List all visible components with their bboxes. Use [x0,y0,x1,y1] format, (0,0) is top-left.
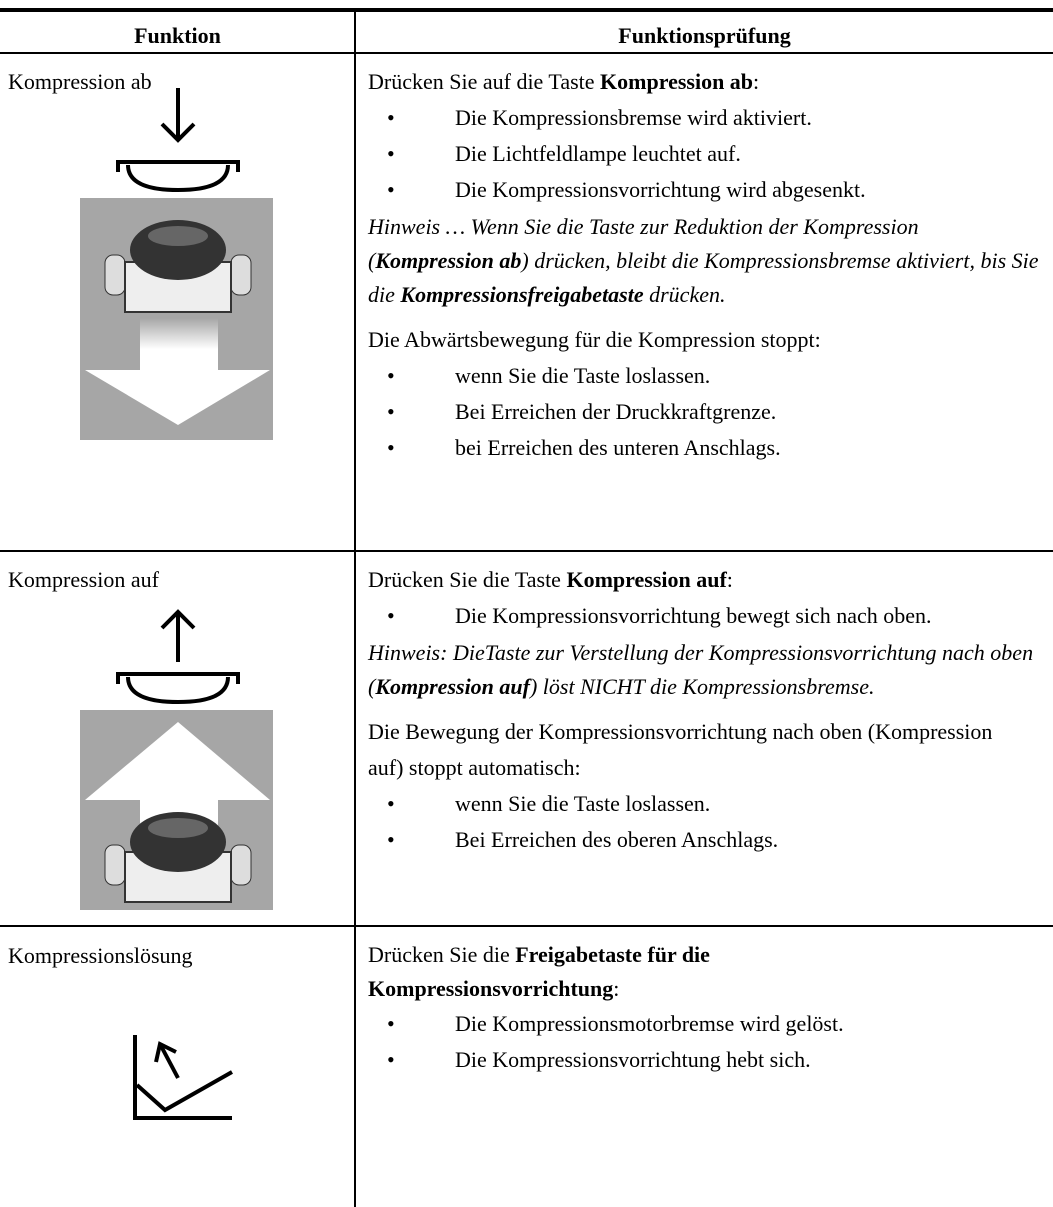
bullet: wenn Sie die Taste loslassen. [387,786,1048,822]
release-icon [133,1035,233,1120]
icons [80,88,273,1120]
header-cell: Funktion [134,23,221,48]
text: ) drücken, bleibt die Kompressionsbremse… [368,248,1039,307]
up-icon [116,609,240,705]
text: Kompression ab [375,248,522,273]
note: Hinweis: DieTaste zur Verstellung der Ko… [368,636,1038,704]
bullet: Die Kompressionsbremse wird aktiviert. [387,100,1048,136]
bullet: Bei Erreichen des oberen Anschlags. [387,822,1048,858]
bullet-list: wenn Sie die Taste loslassen. Bei Erreic… [368,358,1048,466]
text: Hinweis: DieTaste zur Verstellung der Ko… [368,640,1034,699]
text: drücken. [643,282,726,307]
text: Kompressionsfreigabetaste [400,282,644,307]
bullet: Die Kompressionsvorrichtung bewegt sich … [387,598,1015,634]
bullet: Die Kompressionsvorrichtung hebt sich. [387,1042,1048,1078]
bullet: Bei Erreichen der Druckkraftgrenze. [387,394,1048,430]
intro: Drücken Sie auf die Taste Kompression ab… [368,64,1048,100]
bullet: wenn Sie die Taste loslassen. [387,358,1048,394]
bullet: Die Kompressionsmotorbremse wird gelöst. [387,1006,1048,1042]
text: Kompression ab [600,69,754,94]
intro: Drücken Sie die Taste Kompression auf: [368,562,1048,598]
bullet-list: wenn Sie die Taste loslassen. Bei Erreic… [368,786,1048,858]
bullet: Die Kompressionsvorrichtung wird abgesen… [387,172,1048,208]
intro: Drücken Sie die Freigabetaste für die Ko… [368,938,888,1006]
text: Kompression auf [375,674,530,699]
device [85,220,270,425]
text: Drücken Sie die [368,942,516,967]
function-name: Kompressionslösung [8,943,193,968]
text: : [613,976,620,1001]
check-cell: Drücken Sie auf die Taste Kompression ab… [368,64,1048,466]
paragraph: Die Abwärtsbewegung für die Kompression … [368,327,821,352]
row-rule [0,925,1053,927]
paragraph: Die Bewegung der Kompressionsvorrichtung… [368,719,993,780]
down-icon [116,88,240,193]
text: Drücken Sie die Taste [368,567,567,592]
text: : [726,567,733,592]
text: Hinweis … Wenn Sie die Taste zur Redukti… [368,214,919,273]
bullet-list: Die Kompressionsvorrichtung bewegt sich … [368,598,1015,634]
top-rule [0,8,1053,12]
text: Drücken Sie auf die Taste [368,69,601,94]
check-cell: Drücken Sie die Freigabetaste für die Ko… [368,938,1048,1078]
column-rule [354,12,356,1207]
function-name: Kompression auf [8,567,159,592]
row-rule [0,550,1053,552]
bullet-list: Die Kompressionsbremse wird aktiviert. D… [368,100,1048,208]
check-cell: Drücken Sie die Taste Kompression auf: D… [368,562,1048,858]
bullet-list: Die Kompressionsmotorbremse wird gelöst.… [368,1006,1048,1078]
text: Kompression auf [566,567,727,592]
text: Freigabetaste für die Kompressionsvorric… [368,942,710,1001]
device [85,722,270,903]
header-rule [0,52,1053,54]
bullet: bei Erreichen des unteren Anschlags. [387,430,1048,466]
bullet: Die Lichtfeldlampe leuchtet auf. [387,136,1048,172]
function-name: Kompression ab [8,69,152,94]
text: : [753,69,760,94]
text: ) löst NICHT die Kompressionsbremse. [529,674,875,699]
header-cell: Funktionsprüfung [618,23,791,48]
note: Hinweis … Wenn Sie die Taste zur Redukti… [368,210,1048,312]
